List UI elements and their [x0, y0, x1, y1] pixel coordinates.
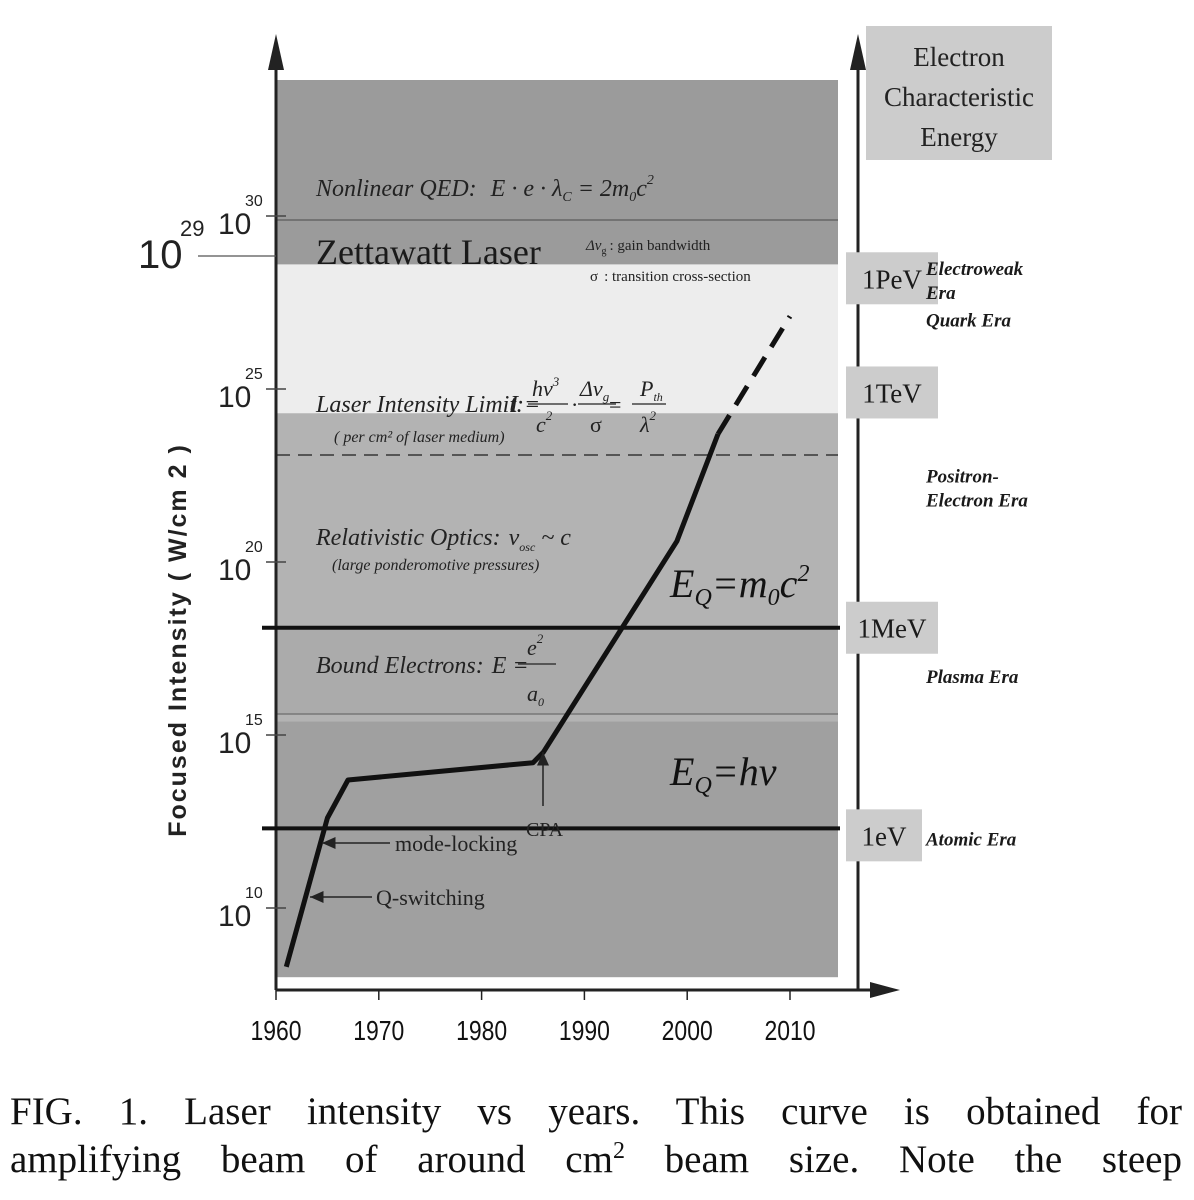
era-label-0: Electroweak: [925, 259, 1024, 280]
svg-text:σ: transition cross-section: σ: transition cross-section: [590, 269, 751, 285]
caption-superscript: 2: [612, 1138, 625, 1164]
svg-text:Bound Electrons:E =: Bound Electrons: E =: [316, 653, 529, 679]
svg-text:Δνg: gain bandwidth: Δνg: gain bandwidth: [585, 238, 711, 257]
svg-text:e2: e2: [527, 631, 544, 660]
energy-axis-title: Electron Characteristic Energy: [866, 26, 1052, 160]
y-label-10-29: 10 29: [138, 216, 276, 277]
svg-text:Δνg: Δνg: [579, 376, 610, 404]
svg-text:Characteristic: Characteristic: [884, 82, 1034, 112]
svg-text:Relativistic Optics:vosc ~ c: Relativistic Optics: vosc ~ c: [315, 525, 571, 554]
era-label-0-line2: Era: [925, 283, 956, 304]
svg-text:c2: c2: [536, 408, 553, 437]
svg-text:(large ponderomotive pressures: (large ponderomotive pressures): [332, 557, 539, 574]
svg-text:hν3: hν3: [532, 374, 560, 401]
caption-line-2: amplifying beam of around cm2 beam size.…: [10, 1136, 1182, 1184]
region-bound-electrons: [276, 627, 838, 714]
x-tick-label-5: 2010: [764, 1016, 815, 1047]
y-tick-exp-0: 10: [245, 885, 263, 902]
intensity-curve-solid: [283, 433, 721, 968]
caption-line-2-b: beam size. Note the steep: [624, 1138, 1182, 1181]
svg-text:Electron: Electron: [913, 42, 1005, 72]
gain-legend: Δνg: gain bandwidth σ: transition cross-…: [585, 238, 751, 285]
era-label-2: Positron-: [925, 466, 999, 487]
y-tick-base-1: 10: [218, 727, 251, 760]
y-tick-base-2: 10: [218, 554, 251, 587]
threshold-lines: [262, 625, 840, 831]
region-1: [276, 264, 838, 414]
svg-text:·: ·: [571, 392, 578, 417]
intensity-curve-projected: [715, 314, 793, 436]
y-tick-exp-4: 30: [245, 193, 263, 210]
svg-text:=: =: [609, 392, 621, 417]
cpa-label: CPA: [526, 819, 564, 841]
laser-limit-formula: Laser Intensity Limit: I = hν3 c2 · Δνg …: [315, 374, 666, 446]
energy-levels: 1PeV 1TeV 1MeV 1eV: [846, 252, 938, 862]
qed-formula: Nonlinear QED: E · e · λC = 2m0c2: [315, 173, 654, 205]
era-label-3: Plasma Era: [925, 667, 1019, 688]
energy-label-0: 1PeV: [862, 264, 923, 294]
energy-axis-arrow-icon: [850, 34, 866, 70]
energy-label-3: 1eV: [862, 821, 907, 851]
svg-text:λ2: λ2: [639, 408, 657, 437]
energy-box-3: [846, 809, 922, 862]
x-ticks: 1960 1970 1980 1990 2000 2010: [250, 990, 816, 1047]
svg-text:σ: σ: [590, 412, 602, 437]
x-tick-label-1: 1970: [353, 1016, 404, 1047]
era-labels: Electroweak Era Quark Era Positron- Electron…: [925, 259, 1028, 851]
y-tick-exp-1: 15: [245, 712, 263, 729]
svg-text:Laser Intensity Limit:: Laser Intensity Limit:: [315, 392, 524, 418]
svg-text:Energy: Energy: [920, 122, 998, 152]
svg-text:( per cm² of laser medium): ( per cm² of laser medium): [334, 429, 505, 446]
caption-line-2-a: amplifying beam of around cm: [10, 1138, 613, 1181]
y-tick-base-3: 10: [218, 381, 251, 414]
zettawatt-label: Zettawatt Laser: [316, 232, 541, 272]
svg-text:29: 29: [180, 216, 204, 241]
energy-label-1: 1TeV: [862, 378, 922, 408]
y-tick-exp-3: 25: [245, 366, 263, 383]
y-axis-arrow-icon: [268, 34, 284, 70]
caption-line-1: FIG. 1. Laser intensity vs years. This c…: [10, 1090, 1182, 1133]
q-switching-label: Q-switching: [376, 885, 485, 910]
era-label-2-line2: Electron Era: [925, 490, 1028, 511]
svg-text:10: 10: [138, 233, 183, 277]
energy-label-2: 1MeV: [858, 614, 927, 644]
x-tick-label-2: 1980: [456, 1016, 507, 1047]
y-axis-label: Focused Intensity ( W/cm 2 ): [164, 443, 192, 837]
bound-electrons-formula: Bound Electrons: E = e2 a0: [316, 631, 556, 709]
x-tick-label-0: 1960: [250, 1016, 301, 1047]
region-3: [276, 721, 838, 978]
era-label-4: Atomic Era: [925, 830, 1017, 851]
mode-locking-label: mode-locking: [395, 831, 517, 856]
x-tick-label-4: 2000: [662, 1016, 713, 1047]
figure-caption: FIG. 1. Laser intensity vs years. This c…: [10, 1088, 1182, 1184]
svg-text:EQ=hν: EQ=hν: [669, 749, 777, 799]
x-axis-arrow-icon: [870, 982, 900, 998]
y-tick-base-0: 10: [218, 900, 251, 933]
y-tick-base-4: 10: [218, 208, 251, 241]
region-0: [276, 80, 838, 265]
energy-box-0: [846, 252, 938, 305]
energy-box-1: [846, 366, 938, 419]
intensity-regions: [276, 80, 838, 978]
svg-text:a0: a0: [527, 681, 544, 709]
svg-text:Pth: Pth: [639, 376, 663, 404]
energy-box-2: [846, 601, 938, 654]
relativistic-formula: Relativistic Optics: vosc ~ c (large pond…: [315, 525, 571, 574]
y-tick-exp-2: 20: [245, 539, 263, 556]
svg-text:I =: I =: [509, 392, 540, 418]
x-tick-label-3: 1990: [559, 1016, 610, 1047]
svg-text:Nonlinear QED: E · e · λ: Nonlinear QED: E · e · λC = 2m0c2: [315, 173, 654, 205]
threshold-equations: EQ=m0c2 EQ=hν: [669, 561, 809, 799]
era-label-1: Quark Era: [926, 311, 1011, 332]
svg-text:EQ=m0c2: EQ=m0c2: [669, 561, 809, 611]
